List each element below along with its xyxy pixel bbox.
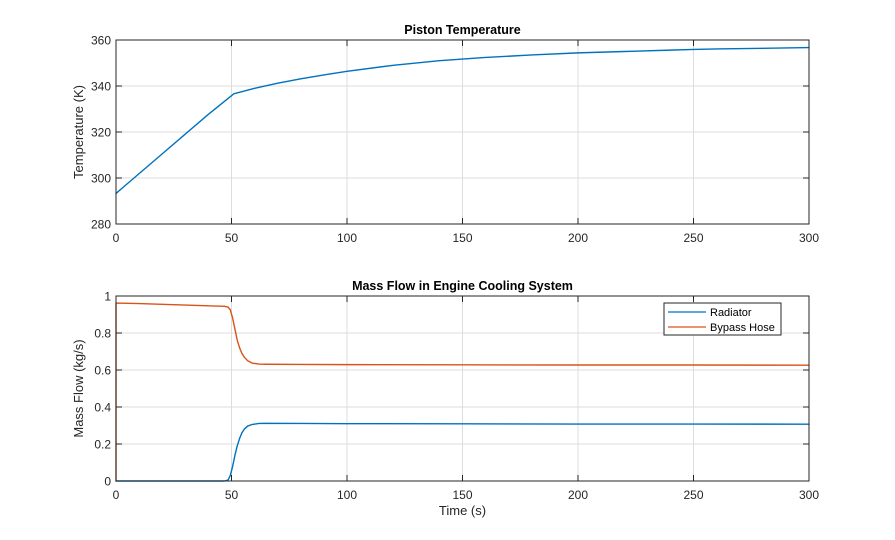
y-axis-label: Mass Flow (kg/s): [71, 339, 86, 437]
x-tick-label: 150: [452, 488, 472, 502]
piston-temperature-axes: 0 50 100 150 200 250 300 280 300 320 340 360 Pisto…: [71, 23, 819, 245]
y-tick-label: 300: [91, 172, 111, 186]
y-tick-label: 360: [91, 34, 111, 48]
y-tick-label: 1: [104, 290, 111, 304]
x-tick-label: 100: [337, 488, 357, 502]
x-tick-labels: 0 50 100 150 200 250 300: [113, 231, 820, 245]
y-tick-label: 340: [91, 80, 111, 94]
y-tick-label: 0.6: [94, 364, 111, 378]
mass-flow-axes: 0 50 100 150 200 250 300 0 0.2 0.4 0.6 0.8 1 Mass F…: [71, 279, 819, 518]
x-tick-labels: 0 50 100 150 200 250 300: [113, 488, 820, 502]
x-tick-label: 100: [337, 231, 357, 245]
y-tick-label: 0.8: [94, 327, 111, 341]
y-tick-labels: 280 300 320 340 360: [91, 34, 111, 232]
series-line-piston-temperature: [115, 46, 810, 195]
y-tick-label: 320: [91, 126, 111, 140]
x-tick-label: 300: [799, 231, 819, 245]
y-tick-label: 0: [104, 475, 111, 489]
y-tick-label: 280: [91, 218, 111, 232]
legend-label-bypass-hose: Bypass Hose: [710, 322, 775, 334]
x-tick-label: 50: [225, 231, 239, 245]
x-tick-label: 250: [683, 231, 703, 245]
tick-marks: [115, 39, 810, 225]
legend-box: [663, 302, 782, 336]
legend[interactable]: Radiator Bypass Hose: [663, 302, 782, 336]
tick-marks: [115, 295, 810, 482]
x-tick-label: 50: [225, 488, 239, 502]
chart-title: Piston Temperature: [404, 23, 521, 37]
series-layer: [115, 46, 810, 195]
x-tick-label: 300: [799, 488, 819, 502]
y-tick-label: 0.2: [94, 438, 111, 452]
x-axis-label: Time (s): [439, 503, 486, 518]
x-tick-label: 0: [113, 488, 120, 502]
x-tick-label: 200: [568, 231, 588, 245]
y-tick-labels: 0 0.2 0.4 0.6 0.8 1: [94, 290, 111, 489]
chart-title: Mass Flow in Engine Cooling System: [352, 279, 573, 293]
x-tick-label: 250: [683, 488, 703, 502]
legend-label-radiator: Radiator: [710, 307, 752, 319]
x-tick-label: 0: [113, 231, 120, 245]
series-line-bypass-hose: [115, 302, 810, 482]
x-tick-label: 150: [452, 231, 472, 245]
y-tick-label: 0.4: [94, 401, 111, 415]
x-tick-label: 200: [568, 488, 588, 502]
y-axis-label: Temperature (K): [71, 85, 86, 179]
